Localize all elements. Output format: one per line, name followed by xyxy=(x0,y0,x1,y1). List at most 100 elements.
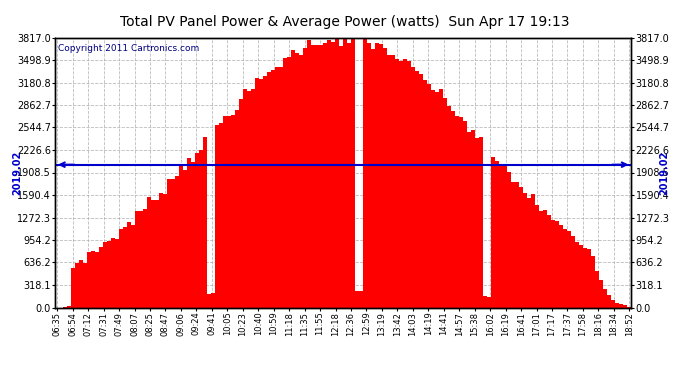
Bar xyxy=(495,161,500,308)
Bar xyxy=(335,38,339,308)
Bar xyxy=(284,58,287,308)
Bar xyxy=(255,78,259,308)
Bar xyxy=(115,238,119,308)
Bar xyxy=(215,124,219,308)
Bar xyxy=(371,49,375,308)
Bar xyxy=(451,111,455,308)
Bar xyxy=(184,170,187,308)
Bar xyxy=(420,74,423,307)
Bar xyxy=(164,194,167,308)
Bar xyxy=(463,122,467,308)
Bar xyxy=(400,61,403,308)
Bar xyxy=(111,238,115,308)
Bar xyxy=(104,242,107,308)
Bar xyxy=(71,268,75,308)
Bar xyxy=(555,221,560,308)
Bar xyxy=(547,215,551,308)
Bar xyxy=(159,193,164,308)
Bar xyxy=(204,136,207,308)
Text: Copyright 2011 Cartronics.com: Copyright 2011 Cartronics.com xyxy=(58,44,199,53)
Bar xyxy=(144,209,147,308)
Bar xyxy=(500,164,503,308)
Bar xyxy=(447,106,451,308)
Bar xyxy=(543,210,547,308)
Bar xyxy=(380,44,383,308)
Bar xyxy=(319,45,324,308)
Bar xyxy=(155,200,159,308)
Bar xyxy=(523,193,527,308)
Bar xyxy=(267,72,271,308)
Bar xyxy=(607,295,611,307)
Bar xyxy=(443,98,447,308)
Bar xyxy=(299,56,304,308)
Bar xyxy=(620,304,623,307)
Bar xyxy=(480,137,483,308)
Bar xyxy=(375,43,380,308)
Bar xyxy=(287,57,291,308)
Bar xyxy=(75,263,79,308)
Bar xyxy=(139,211,144,308)
Bar xyxy=(383,48,387,308)
Bar xyxy=(475,138,480,308)
Bar xyxy=(623,305,627,308)
Bar xyxy=(600,280,603,308)
Bar xyxy=(87,252,91,308)
Bar xyxy=(511,182,515,308)
Bar xyxy=(324,43,327,308)
Bar xyxy=(207,294,211,307)
Bar xyxy=(615,303,620,307)
Bar xyxy=(95,252,99,308)
Bar xyxy=(239,99,244,308)
Bar xyxy=(307,40,311,308)
Bar xyxy=(279,67,284,308)
Bar xyxy=(67,306,71,308)
Bar xyxy=(563,230,567,308)
Bar xyxy=(407,61,411,308)
Text: 2019.02: 2019.02 xyxy=(12,150,22,195)
Bar xyxy=(583,248,587,308)
Bar xyxy=(415,71,420,308)
Bar xyxy=(235,110,239,308)
Bar xyxy=(211,294,215,308)
Bar xyxy=(591,256,595,307)
Bar xyxy=(331,42,335,308)
Bar xyxy=(187,158,191,308)
Bar xyxy=(515,182,520,308)
Bar xyxy=(99,247,104,308)
Bar xyxy=(467,132,471,308)
Bar xyxy=(487,297,491,307)
Bar xyxy=(367,43,371,308)
Bar xyxy=(127,222,131,308)
Bar xyxy=(171,180,175,308)
Bar xyxy=(611,300,615,307)
Bar xyxy=(351,38,355,308)
Bar xyxy=(455,116,460,308)
Bar xyxy=(304,48,307,308)
Bar xyxy=(227,116,231,308)
Bar xyxy=(244,89,247,308)
Bar xyxy=(91,251,95,308)
Bar xyxy=(627,307,631,308)
Bar xyxy=(587,249,591,308)
Bar xyxy=(251,90,255,308)
Bar xyxy=(79,261,83,308)
Bar xyxy=(311,45,315,308)
Text: Total PV Panel Power & Average Power (watts)  Sun Apr 17 19:13: Total PV Panel Power & Average Power (wa… xyxy=(120,15,570,29)
Bar xyxy=(411,67,415,308)
Bar xyxy=(264,76,267,307)
Bar xyxy=(151,200,155,308)
Bar xyxy=(295,53,299,307)
Bar xyxy=(191,162,195,308)
Bar xyxy=(199,150,204,308)
Bar xyxy=(507,172,511,308)
Bar xyxy=(527,198,531,308)
Bar xyxy=(483,296,487,307)
Bar xyxy=(224,116,227,308)
Bar xyxy=(135,211,139,308)
Bar xyxy=(271,70,275,308)
Bar xyxy=(387,55,391,308)
Bar xyxy=(275,67,279,308)
Bar xyxy=(119,229,124,308)
Bar xyxy=(603,289,607,308)
Bar xyxy=(540,211,543,308)
